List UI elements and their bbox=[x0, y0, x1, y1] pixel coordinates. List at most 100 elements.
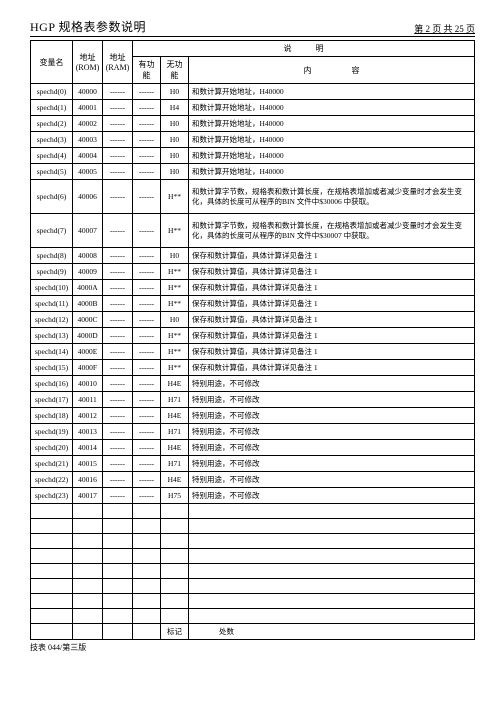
footer-note: 技表 044/第三版 bbox=[30, 640, 475, 653]
cell-rom: 40016 bbox=[73, 472, 103, 488]
cell-var: spechd(7) bbox=[31, 214, 73, 248]
col-ram-l1: 地址 bbox=[110, 53, 126, 62]
cell-desc: 和数计算开始地址，H40000 bbox=[189, 164, 475, 180]
cell-rom: 40003 bbox=[73, 132, 103, 148]
spec-table: 变量名 地址 (ROM) 地址 (RAM) 说 明 有功能 无功能 内 容 sp… bbox=[30, 40, 475, 640]
cell-rom: 40012 bbox=[73, 408, 103, 424]
cell-rom: 40014 bbox=[73, 440, 103, 456]
cell-nofn: H0 bbox=[161, 116, 189, 132]
cell-nofn: H** bbox=[161, 180, 189, 214]
table-row: spechd(17)40011------------H71特别用途，不可修改 bbox=[31, 392, 475, 408]
cell-ram: ------ bbox=[103, 408, 133, 424]
cell-desc: 和数计算开始地址，H40000 bbox=[189, 148, 475, 164]
col-rom-l1: 地址 bbox=[80, 53, 96, 62]
cell-var: spechd(1) bbox=[31, 100, 73, 116]
cell-desc: 保存和数计算值，具体计算详见备注 1 bbox=[189, 360, 475, 376]
cell-nofn: H4E bbox=[161, 472, 189, 488]
cell-rom: 40007 bbox=[73, 214, 103, 248]
cell-hasfn: ------ bbox=[133, 488, 161, 504]
cell-ram: ------ bbox=[103, 116, 133, 132]
cell-rom: 40002 bbox=[73, 116, 103, 132]
table-row-empty bbox=[31, 579, 475, 594]
cell-hasfn: ------ bbox=[133, 84, 161, 100]
cell-hasfn: ------ bbox=[133, 264, 161, 280]
cell-hasfn: ------ bbox=[133, 214, 161, 248]
cell-rom: 40011 bbox=[73, 392, 103, 408]
cell-hasfn: ------ bbox=[133, 148, 161, 164]
cell-rom: 4000F bbox=[73, 360, 103, 376]
cell-var: spechd(21) bbox=[31, 456, 73, 472]
cell-ram: ------ bbox=[103, 472, 133, 488]
table-row: spechd(20)40014------------H4E特别用途，不可修改 bbox=[31, 440, 475, 456]
cell-hasfn: ------ bbox=[133, 328, 161, 344]
cell-desc: 保存和数计算值，具体计算详见备注 1 bbox=[189, 280, 475, 296]
cell-var: spechd(23) bbox=[31, 488, 73, 504]
cell-nofn: H4E bbox=[161, 440, 189, 456]
cell-rom: 40000 bbox=[73, 84, 103, 100]
cell-hasfn: ------ bbox=[133, 132, 161, 148]
table-row-empty bbox=[31, 594, 475, 609]
cell-nofn: H71 bbox=[161, 456, 189, 472]
cell-desc: 特别用途，不可修改 bbox=[189, 376, 475, 392]
cell-nofn: H0 bbox=[161, 148, 189, 164]
cell-hasfn: ------ bbox=[133, 344, 161, 360]
table-row: spechd(19)40013------------H71特别用途，不可修改 bbox=[31, 424, 475, 440]
cell-desc: 和数计算字节数，规格表和数计算长度，在规格表增加或者减少变量时才会发生变化，具体… bbox=[189, 214, 475, 248]
cell-desc: 特别用途，不可修改 bbox=[189, 456, 475, 472]
cell-rom: 40017 bbox=[73, 488, 103, 504]
cell-var: spechd(20) bbox=[31, 440, 73, 456]
cell-hasfn: ------ bbox=[133, 472, 161, 488]
col-var: 变量名 bbox=[31, 41, 73, 84]
cell-rom: 40004 bbox=[73, 148, 103, 164]
cell-desc: 特别用途，不可修改 bbox=[189, 392, 475, 408]
cell-var: spechd(16) bbox=[31, 376, 73, 392]
cell-hasfn: ------ bbox=[133, 440, 161, 456]
cell-ram: ------ bbox=[103, 344, 133, 360]
table-row: spechd(15)4000F------------H**保存和数计算值，具体… bbox=[31, 360, 475, 376]
cell-rom: 4000E bbox=[73, 344, 103, 360]
cell-nofn: H4E bbox=[161, 408, 189, 424]
cell-rom: 40013 bbox=[73, 424, 103, 440]
cell-ram: ------ bbox=[103, 312, 133, 328]
cell-hasfn: ------ bbox=[133, 408, 161, 424]
cell-nofn: H71 bbox=[161, 392, 189, 408]
table-row: spechd(3)40003------------H0和数计算开始地址，H40… bbox=[31, 132, 475, 148]
cell-rom: 40008 bbox=[73, 248, 103, 264]
table-row: spechd(12)4000C------------H0保存和数计算值，具体计… bbox=[31, 312, 475, 328]
cell-rom: 40005 bbox=[73, 164, 103, 180]
table-row: spechd(0)40000------------H0和数计算开始地址，H40… bbox=[31, 84, 475, 100]
page-header: HGP 规格表参数说明 第 2 页 共 25 页 bbox=[30, 18, 475, 37]
cell-ram: ------ bbox=[103, 392, 133, 408]
cell-desc: 和数计算字节数，规格表和数计算长度，在规格表增加或者减少变量时才会发生变化，具体… bbox=[189, 180, 475, 214]
cell-nofn: H** bbox=[161, 328, 189, 344]
cell-ram: ------ bbox=[103, 132, 133, 148]
cell-var: spechd(14) bbox=[31, 344, 73, 360]
cell-var: spechd(11) bbox=[31, 296, 73, 312]
cell-desc: 和数计算开始地址，H40000 bbox=[189, 132, 475, 148]
cell-nofn: H75 bbox=[161, 488, 189, 504]
cell-var: spechd(8) bbox=[31, 248, 73, 264]
page-indicator: 第 2 页 共 25 页 bbox=[414, 22, 475, 35]
table-row: spechd(22)40016------------H4E特别用途，不可修改 bbox=[31, 472, 475, 488]
cell-rom: 40009 bbox=[73, 264, 103, 280]
cell-rom: 40006 bbox=[73, 180, 103, 214]
cell-ram: ------ bbox=[103, 164, 133, 180]
cell-nofn: H0 bbox=[161, 164, 189, 180]
cell-desc: 特别用途，不可修改 bbox=[189, 472, 475, 488]
col-rom-l2: (ROM) bbox=[76, 63, 100, 72]
footer-count: 处数 bbox=[189, 624, 475, 640]
cell-var: spechd(5) bbox=[31, 164, 73, 180]
table-row: spechd(13)4000D------------H**保存和数计算值，具体… bbox=[31, 328, 475, 344]
cell-var: spechd(2) bbox=[31, 116, 73, 132]
cell-rom: 40001 bbox=[73, 100, 103, 116]
cell-ram: ------ bbox=[103, 248, 133, 264]
col-no-fn: 无功能 bbox=[161, 57, 189, 84]
table-row-empty bbox=[31, 549, 475, 564]
cell-var: spechd(3) bbox=[31, 132, 73, 148]
cell-desc: 和数计算开始地址，H40000 bbox=[189, 116, 475, 132]
col-has-fn: 有功能 bbox=[133, 57, 161, 84]
cell-desc: 保存和数计算值，具体计算详见备注 1 bbox=[189, 344, 475, 360]
cell-rom: 40010 bbox=[73, 376, 103, 392]
cell-var: spechd(19) bbox=[31, 424, 73, 440]
cell-ram: ------ bbox=[103, 360, 133, 376]
